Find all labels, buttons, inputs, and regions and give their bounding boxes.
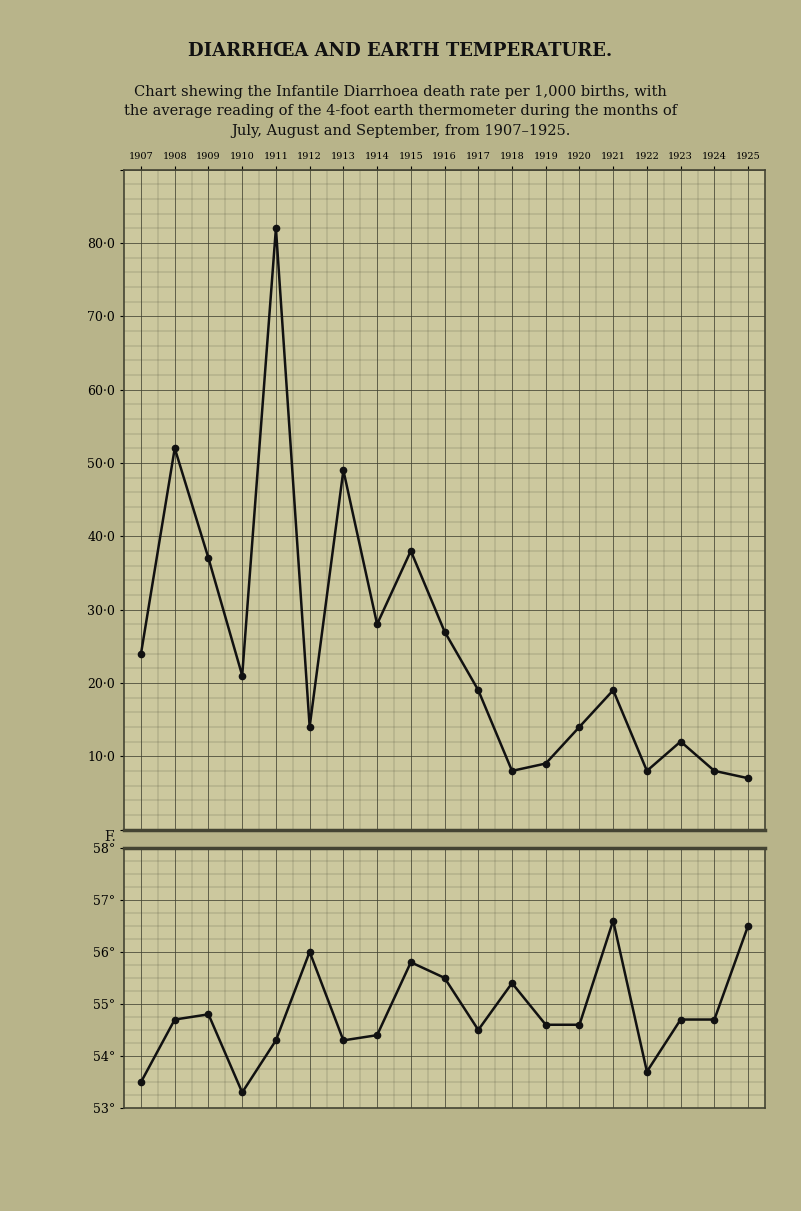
Text: DIARRHŒA AND EARTH TEMPERATURE.: DIARRHŒA AND EARTH TEMPERATURE.: [188, 42, 613, 61]
Text: Chart shewing the Infantile Diarrhoea death rate per 1,000 births, with: Chart shewing the Infantile Diarrhoea de…: [134, 85, 667, 99]
Text: F.: F.: [104, 830, 116, 844]
Text: July, August and September, from 1907–1925.: July, August and September, from 1907–19…: [231, 124, 570, 138]
Text: the average reading of the 4-foot earth thermometer during the months of: the average reading of the 4-foot earth …: [124, 104, 677, 119]
